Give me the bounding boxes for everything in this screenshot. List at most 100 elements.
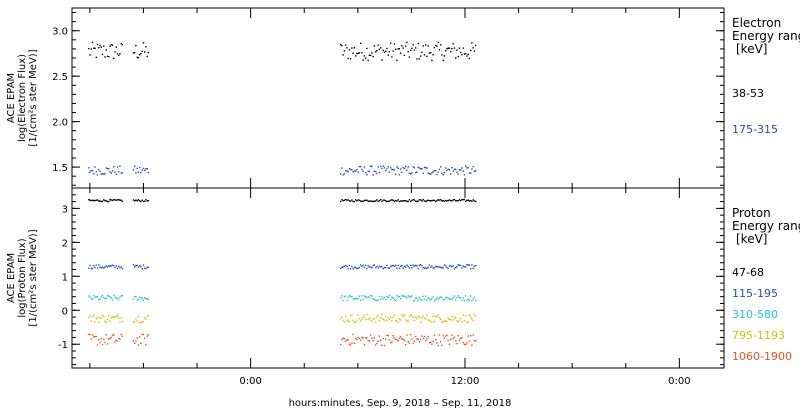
data-point xyxy=(400,336,402,338)
data-point xyxy=(109,171,111,173)
data-point xyxy=(365,296,367,298)
y-tick-label: 2 xyxy=(62,238,68,249)
data-point xyxy=(430,320,432,322)
data-point xyxy=(120,172,122,174)
data-point xyxy=(114,266,116,269)
data-point xyxy=(105,167,107,169)
data-point xyxy=(475,340,477,342)
data-point xyxy=(457,335,459,337)
data-point xyxy=(105,321,107,323)
data-point xyxy=(348,295,351,297)
data-point xyxy=(403,54,406,57)
data-point xyxy=(401,200,403,202)
data-point xyxy=(422,295,424,298)
data-point xyxy=(386,334,388,336)
data-point xyxy=(417,268,419,270)
data-point xyxy=(119,267,121,269)
data-point xyxy=(358,266,361,269)
data-point xyxy=(450,338,452,340)
data-point xyxy=(376,172,378,175)
data-point xyxy=(445,265,447,267)
data-point xyxy=(430,52,432,54)
data-point xyxy=(396,166,398,168)
data-point xyxy=(146,168,148,170)
data-point xyxy=(348,200,351,202)
data-point xyxy=(403,314,406,316)
time-x-axis: 0:00 12:00 0:00 xyxy=(89,8,691,387)
data-point xyxy=(100,296,102,298)
data-point xyxy=(145,268,147,270)
data-point xyxy=(471,300,473,302)
data-point xyxy=(99,317,101,319)
data-point xyxy=(400,168,402,170)
data-point xyxy=(89,171,91,173)
data-point xyxy=(357,297,359,300)
proton-ylabel-line3: [1/(cm²s ster MeV)] xyxy=(28,229,39,326)
data-point xyxy=(433,199,436,202)
data-point xyxy=(473,265,476,267)
data-point xyxy=(438,334,441,336)
data-point xyxy=(473,313,476,316)
data-point xyxy=(360,200,362,202)
data-point xyxy=(410,314,412,316)
data-point xyxy=(144,297,146,299)
data-point xyxy=(432,267,434,269)
data-point xyxy=(365,57,367,59)
data-point xyxy=(147,334,150,336)
data-point xyxy=(420,55,422,57)
data-point xyxy=(95,296,97,298)
data-point xyxy=(113,316,115,318)
data-point xyxy=(96,199,99,201)
data-point xyxy=(375,299,377,301)
data-point xyxy=(146,266,148,268)
data-point xyxy=(370,54,372,57)
data-point xyxy=(119,296,121,298)
data-point xyxy=(93,173,95,175)
data-point xyxy=(400,52,402,54)
data-point xyxy=(382,318,384,320)
data-point xyxy=(347,57,349,60)
data-point xyxy=(466,264,468,266)
data-point xyxy=(103,199,105,201)
data-point xyxy=(406,41,408,44)
data-point xyxy=(339,297,342,299)
data-point xyxy=(344,315,347,318)
data-point xyxy=(450,199,452,202)
y-tick-label: 1.5 xyxy=(52,163,68,174)
data-point xyxy=(144,200,146,202)
data-point xyxy=(147,314,150,317)
data-point xyxy=(347,339,349,341)
data-point xyxy=(428,298,431,300)
data-point xyxy=(351,342,353,344)
data-point xyxy=(431,172,433,174)
data-point xyxy=(393,43,396,45)
data-point xyxy=(352,52,354,54)
data-point xyxy=(425,339,427,342)
data-point xyxy=(387,335,389,337)
electron-data-points xyxy=(88,41,477,176)
data-point xyxy=(410,334,412,336)
data-point xyxy=(411,172,413,174)
data-point xyxy=(373,170,376,172)
data-point xyxy=(467,199,469,201)
data-point xyxy=(357,267,359,269)
data-point xyxy=(342,299,344,302)
data-point xyxy=(416,200,418,203)
data-point xyxy=(440,199,442,201)
electron-legend-unit: [keV] xyxy=(736,42,767,56)
data-point xyxy=(362,264,364,266)
data-point xyxy=(134,295,136,298)
data-point xyxy=(341,44,343,47)
data-point xyxy=(96,296,99,298)
data-point xyxy=(357,52,359,54)
data-point xyxy=(435,315,437,317)
data-point xyxy=(408,56,411,58)
data-point xyxy=(435,339,437,341)
data-point xyxy=(113,334,115,336)
data-point xyxy=(393,337,396,339)
data-point xyxy=(408,267,411,269)
data-point xyxy=(141,297,143,300)
data-point xyxy=(356,52,358,55)
data-point xyxy=(406,334,408,336)
data-point xyxy=(387,296,389,299)
